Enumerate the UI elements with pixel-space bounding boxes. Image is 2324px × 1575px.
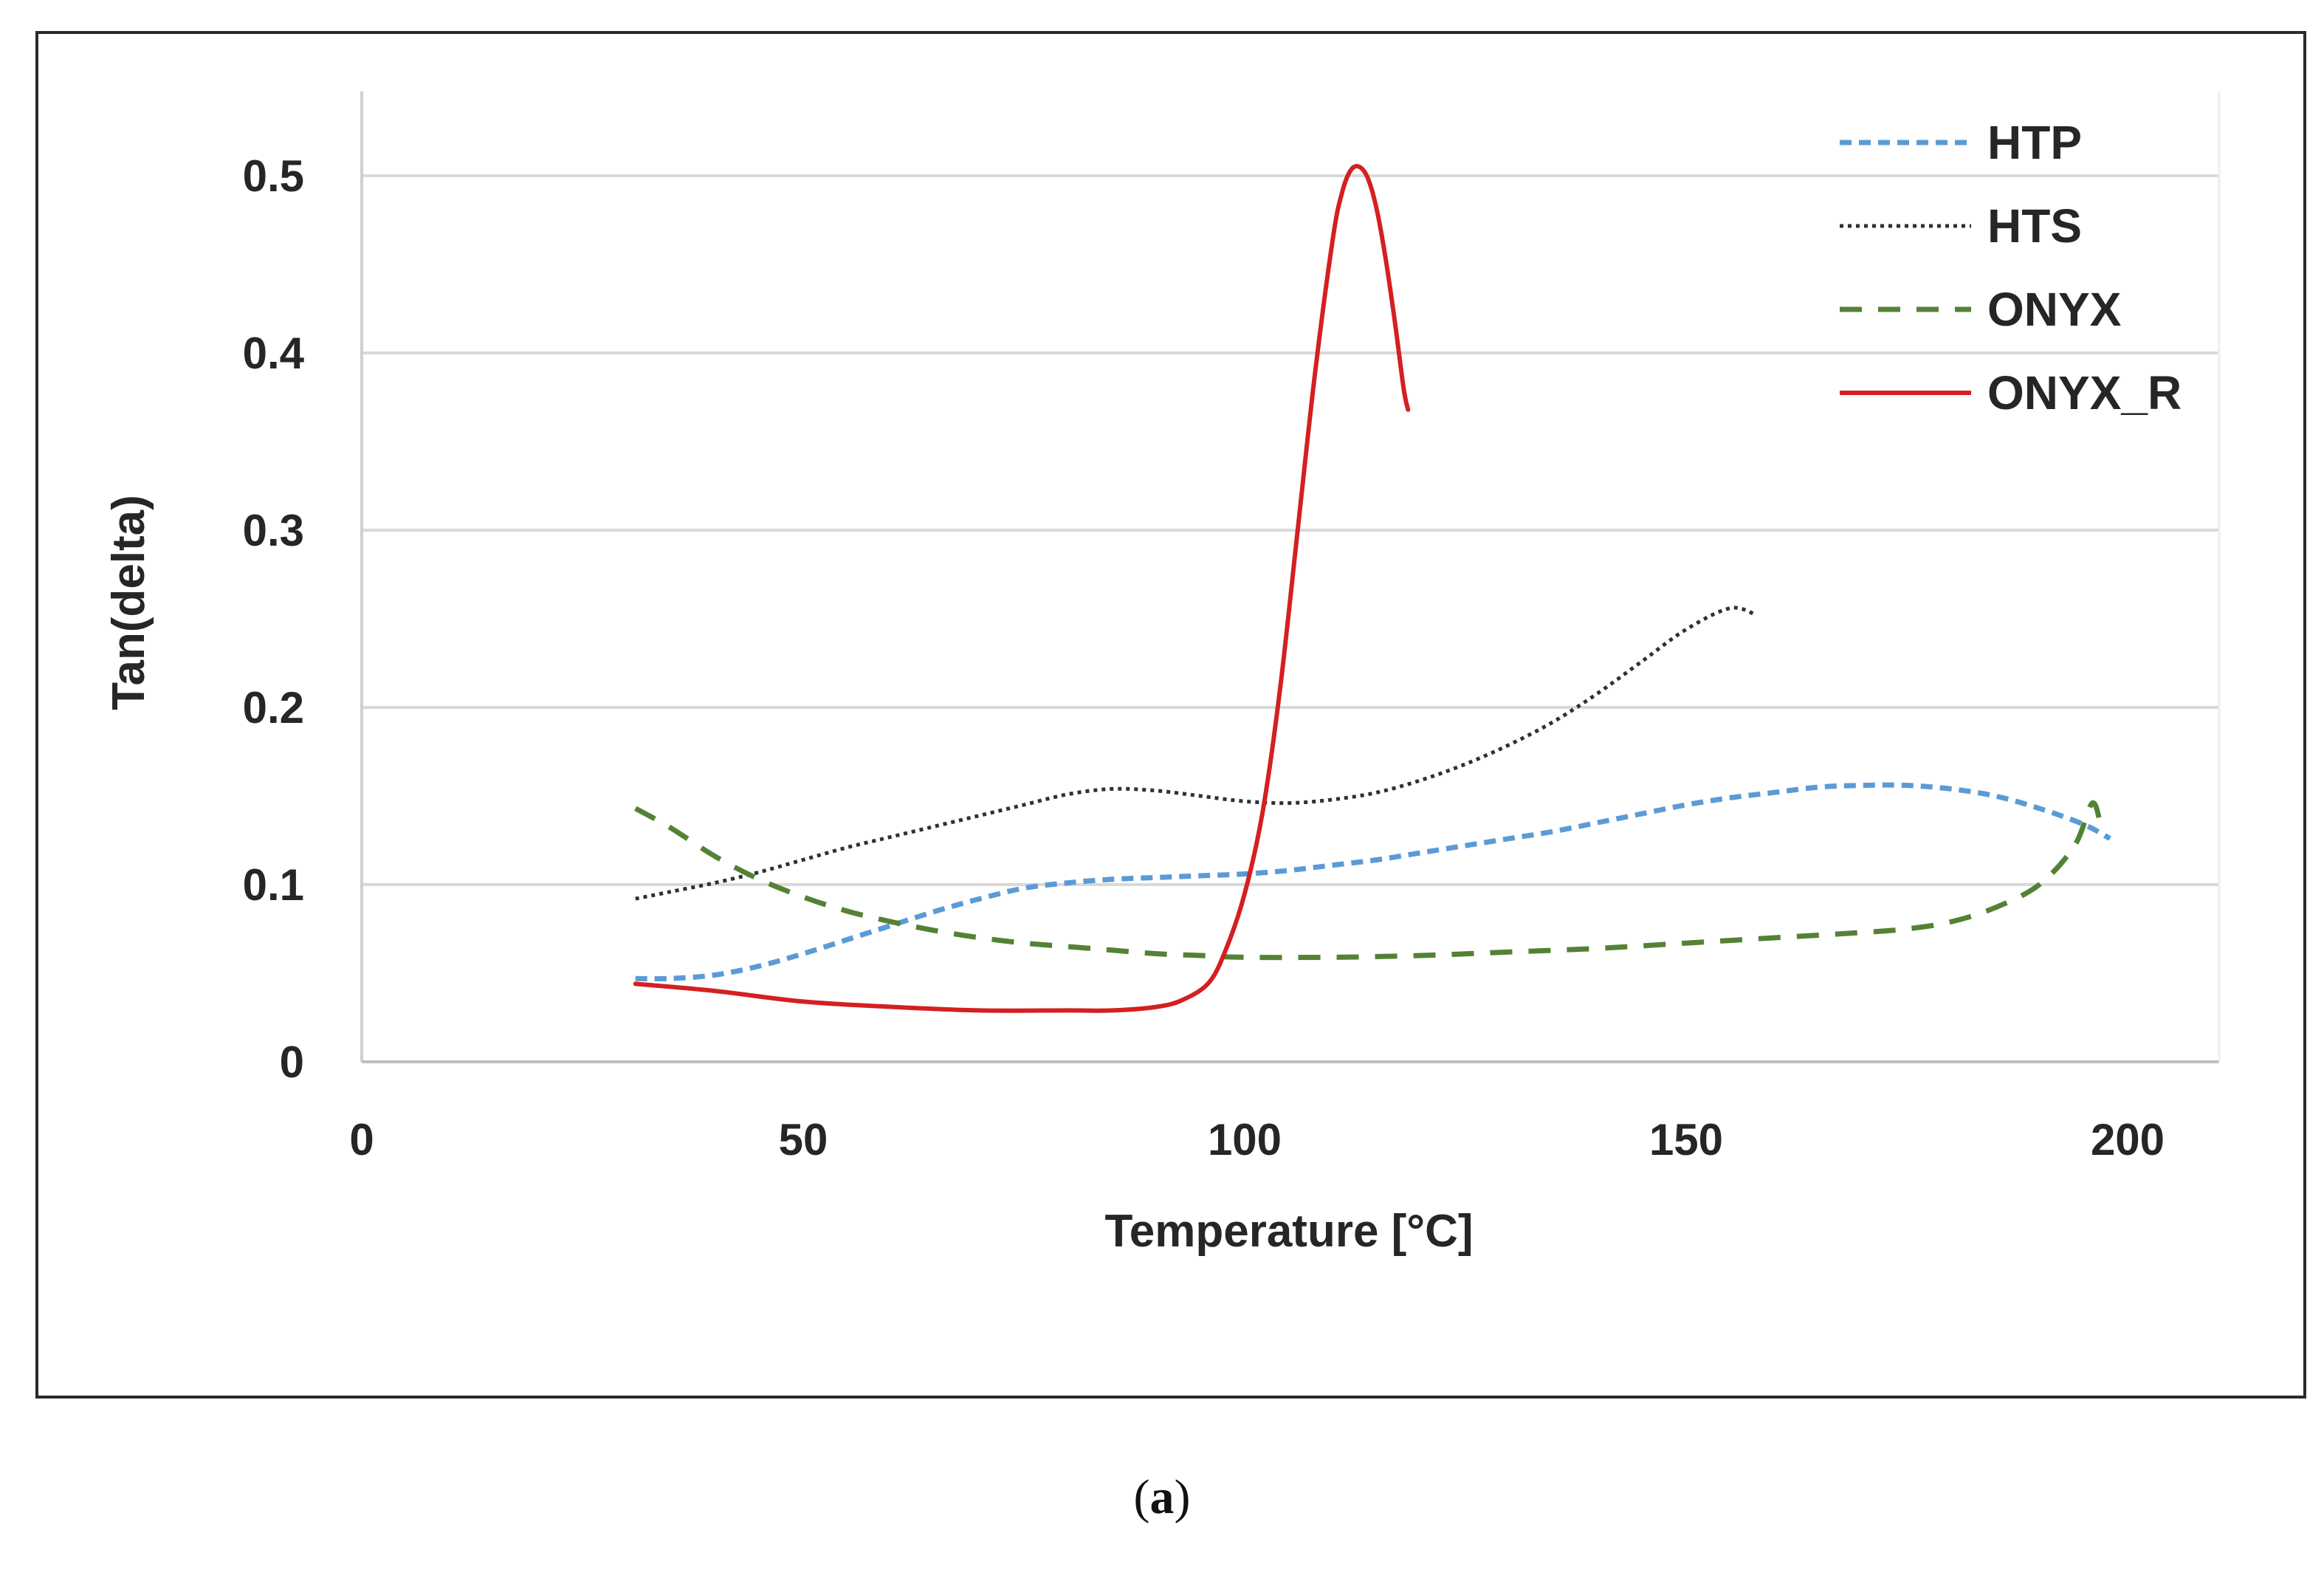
y-tick-label: 0.1: [243, 860, 304, 910]
legend: HTP HTS ONYX ONYX_R: [1840, 116, 2182, 419]
y-tick-label: 0.5: [243, 151, 304, 201]
chart-frame: 0 0.1 0.2 0.3 0.4 0.5 0 50 100 150 200 Tan(delta) …: [35, 31, 2306, 1399]
x-tick-label: 50: [779, 1115, 828, 1164]
y-tick-label: 0: [280, 1037, 304, 1087]
data-series: [633, 164, 2111, 1013]
figure-caption: (a): [0, 1469, 2324, 1526]
y-tick-label: 0.3: [243, 506, 304, 555]
x-tick-label: 150: [1649, 1115, 1723, 1164]
x-tick-label: 0: [349, 1115, 374, 1164]
y-tick-label: 0.4: [243, 329, 305, 378]
caption-close-paren: ): [1174, 1470, 1191, 1524]
caption-open-paren: (: [1133, 1470, 1150, 1524]
series-line-onyx: [634, 800, 2104, 961]
axes: [360, 92, 2221, 1063]
gridlines: [362, 174, 2219, 886]
y-axis-title: Tan(delta): [103, 495, 154, 710]
y-tick-label: 0.2: [243, 683, 304, 732]
legend-label-onyx: ONYX: [1987, 283, 2122, 336]
caption-label: a: [1149, 1470, 1175, 1524]
legend-label-onyx-r: ONYX_R: [1987, 366, 2182, 419]
x-tick-label: 100: [1208, 1115, 1282, 1164]
x-tick-label: 200: [2091, 1115, 2165, 1164]
series-line-htp: [635, 782, 2111, 982]
legend-label-hts: HTS: [1987, 199, 2082, 253]
tan-delta-chart: 00.10.20.30.40.50 50 100 150 200 Tan(delta) …: [103, 92, 2221, 1257]
tick-labels: 0 0.1 0.2 0.3 0.4 0.5 0 50 100 150 200: [243, 151, 2165, 1164]
legend-label-htp: HTP: [1987, 116, 2082, 169]
x-axis-title: Temperature [°C]: [1104, 1206, 1473, 1257]
series-line-onyx-r: [633, 164, 1411, 1013]
